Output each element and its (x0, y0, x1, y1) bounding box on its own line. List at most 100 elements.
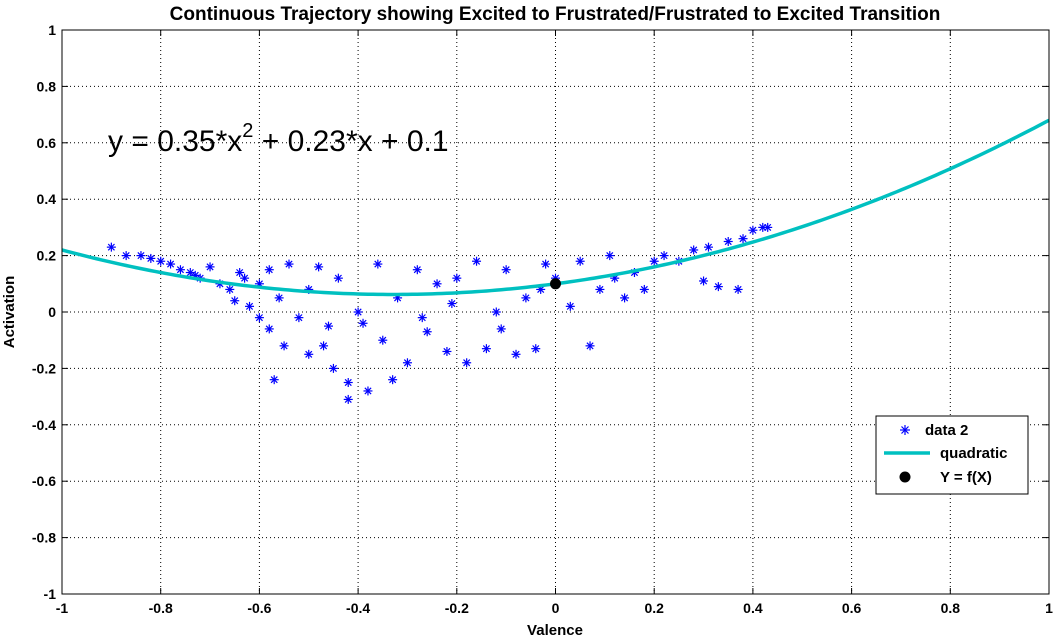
data-point (328, 363, 338, 373)
data-point (333, 273, 343, 283)
data-point (763, 222, 773, 232)
special-point (550, 278, 561, 290)
data-point (442, 346, 452, 356)
data-point (319, 341, 329, 351)
data-point (121, 251, 131, 261)
ticks: -1 -0.8 -0.6 -0.4 -0.2 0 0.2 0.4 0.6 0.8 1 1 0.8 0.6 0… (32, 22, 1053, 616)
data-point (304, 349, 314, 359)
legend-data-marker (900, 425, 910, 435)
data-point (314, 262, 324, 272)
data-point (388, 375, 398, 385)
fx-point-marker (550, 278, 561, 290)
y-tick-label: 1 (48, 22, 56, 38)
data-point (541, 259, 551, 269)
x-tick-label: 0.6 (842, 600, 862, 616)
data-point (713, 282, 723, 292)
y-tick-label: 0.8 (37, 78, 57, 94)
data-point (205, 262, 215, 272)
chart-title: Continuous Trajectory showing Excited to… (170, 4, 941, 25)
data-point (264, 265, 274, 275)
y-tick-label: -0.8 (32, 530, 56, 546)
y-tick-label: 0 (48, 304, 56, 320)
data-point (230, 296, 240, 306)
grid (62, 30, 1049, 594)
data-point (235, 268, 245, 278)
x-tick-label: 1 (1045, 600, 1053, 616)
equation-part-1: y = 0.35*x (108, 125, 242, 158)
data-point (245, 301, 255, 311)
data-point (595, 284, 605, 294)
data-point (605, 251, 615, 261)
data-point (639, 284, 649, 294)
data-point (353, 307, 363, 317)
data-point (659, 251, 669, 261)
x-tick-label: 0.2 (644, 600, 664, 616)
x-tick-label: -0.6 (247, 600, 271, 616)
data-point (521, 293, 531, 303)
y-tick-label: -0.2 (32, 360, 56, 376)
data-point (432, 279, 442, 289)
data-point (452, 273, 462, 283)
data-point (264, 324, 274, 334)
y-axis-title: Activation (1, 276, 18, 349)
legend-label: data 2 (925, 422, 968, 439)
data-point (481, 344, 491, 354)
y-tick-label: -1 (44, 586, 57, 602)
data-point (269, 375, 279, 385)
equation-part-2: + 0.23*x + 0.1 (253, 125, 448, 158)
data-point (166, 259, 176, 269)
legend-marker-swatch (899, 471, 911, 483)
data-point (358, 318, 368, 328)
legend-label: Y = f(X) (940, 469, 992, 486)
data-point (323, 321, 333, 331)
data-point (565, 301, 575, 311)
data-point (447, 299, 457, 309)
data-point (501, 265, 511, 275)
legend: data 2 quadratic Y = f(X) (875, 415, 1029, 495)
y-tick-label: 0.4 (37, 191, 57, 207)
x-tick-label: -0.2 (445, 600, 469, 616)
plot-frame (61, 29, 1050, 595)
x-axis-title: Valence (527, 622, 583, 639)
data-point (240, 273, 250, 283)
data-point (531, 344, 541, 354)
data-point (703, 242, 713, 252)
data-point (274, 293, 284, 303)
x-tick-label: 0 (552, 600, 560, 616)
x-tick-label: 0.8 (941, 600, 961, 616)
data-point (422, 327, 432, 337)
data-point (343, 394, 353, 404)
data-point (585, 341, 595, 351)
y-tick-label: 0.6 (37, 135, 57, 151)
data-point (748, 225, 758, 235)
data-point (462, 358, 472, 368)
data-point (738, 234, 748, 244)
legend-label: quadratic (940, 445, 1008, 462)
x-tick-label: 0.4 (743, 600, 763, 616)
data-point (649, 256, 659, 266)
data-point (373, 259, 383, 269)
data-point (733, 284, 743, 294)
data-point (378, 335, 388, 345)
data-point (620, 293, 630, 303)
data-point (175, 265, 185, 275)
data-point (146, 253, 156, 263)
data-point (575, 256, 585, 266)
data-point (472, 256, 482, 266)
data-point (496, 324, 506, 334)
data-point (185, 268, 195, 278)
data-point (417, 313, 427, 323)
x-tick-label: -1 (56, 600, 69, 616)
y-tick-label: -0.4 (32, 417, 56, 433)
data-point (491, 307, 501, 317)
x-tick-label: -0.8 (149, 600, 173, 616)
data-point (363, 386, 373, 396)
data-point (412, 265, 422, 275)
data-point (284, 259, 294, 269)
data-point (156, 256, 166, 266)
equation-annotation: y = 0.35*x2 + 0.23*x + 0.1 (108, 120, 449, 158)
data-point (699, 276, 709, 286)
data-point (511, 349, 521, 359)
